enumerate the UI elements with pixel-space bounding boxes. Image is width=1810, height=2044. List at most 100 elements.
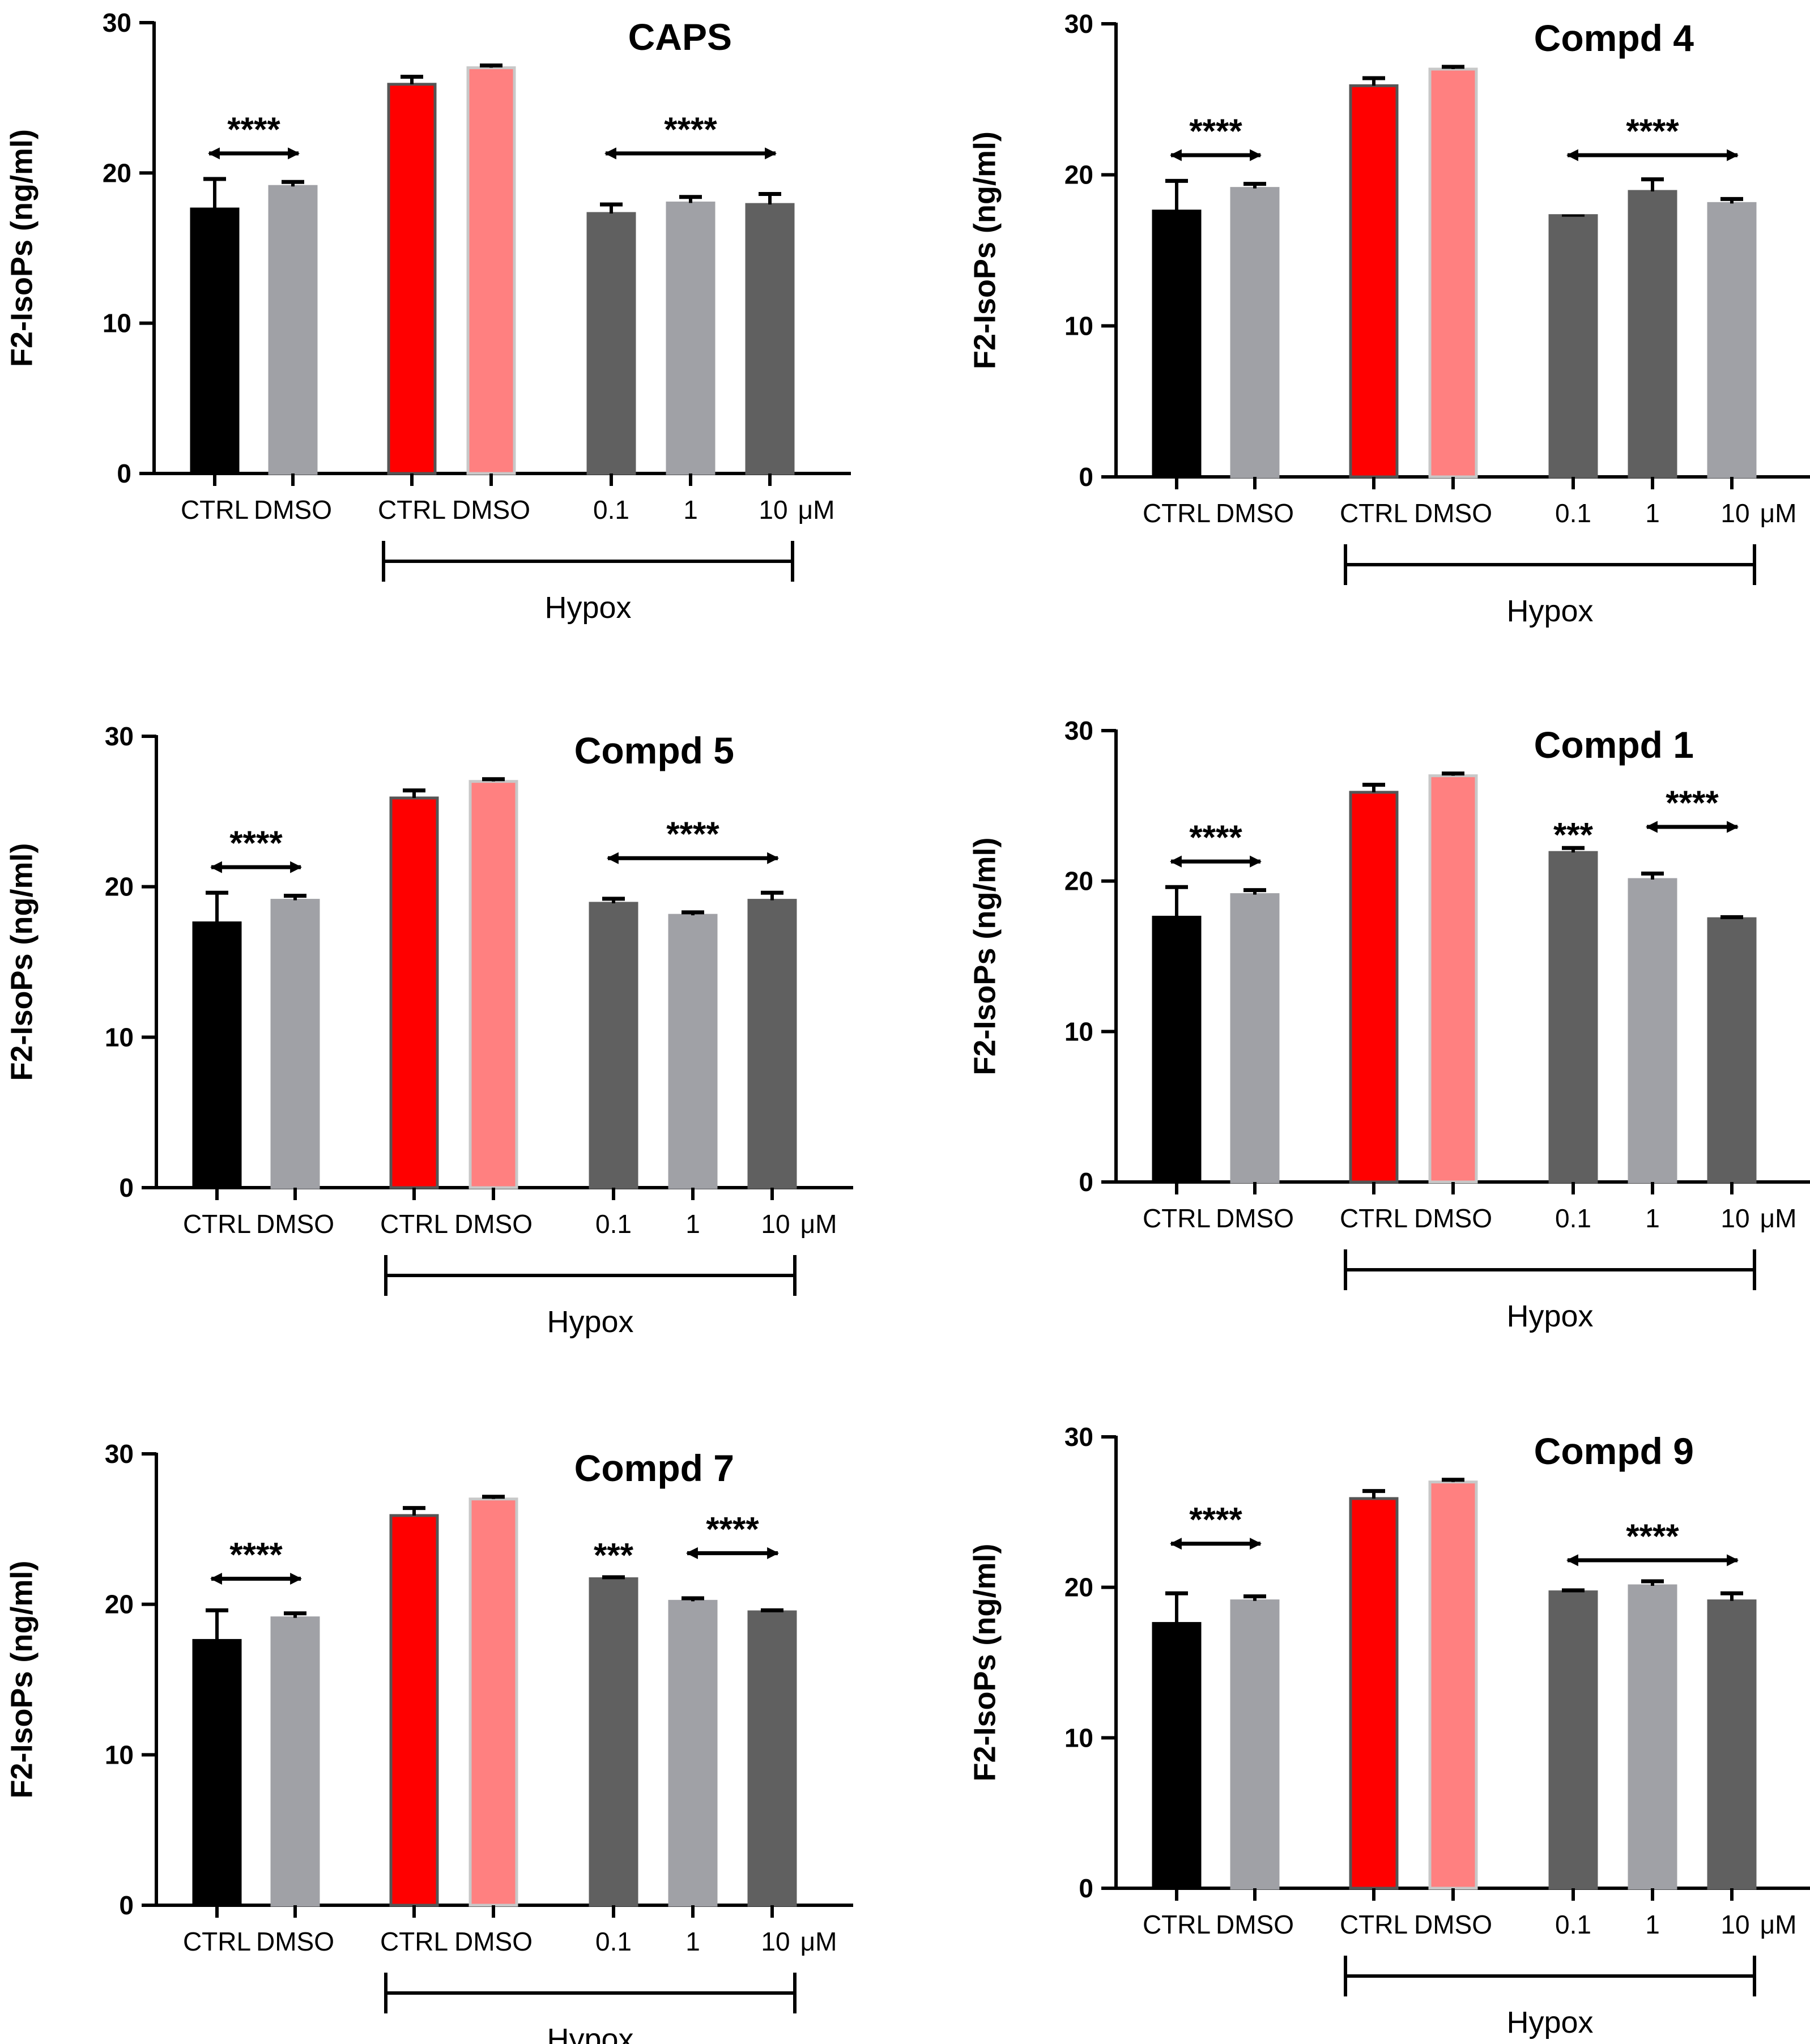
x-tick-label: CTRL [1143,1204,1211,1233]
significance-label: *** [594,1536,634,1574]
bar-6 [668,1599,718,1907]
y-tick-label: 0 [119,1891,134,1920]
x-tick-label: CTRL [183,1927,251,1956]
y-tick-label: 20 [1064,867,1093,896]
bar-1 [192,921,242,1189]
y-axis-label: F2-IsoPs (ng/ml) [968,1543,1002,1781]
x-tick-label: 0.1 [593,495,629,524]
x-tick-label: 0.1 [1555,1204,1591,1233]
hypox-label: Hypox [1506,1299,1593,1333]
x-tick-label: 0.1 [1555,1910,1591,1939]
x-tick-label: 10 [761,1927,790,1956]
bar-7 [745,203,795,475]
bar-2 [1230,187,1280,479]
y-tick-label: 0 [117,459,131,488]
x-tick-label: DMSO [1216,1910,1294,1939]
hypox-label: Hypox [544,591,631,625]
x-tick-label: DMSO [1414,1910,1492,1939]
y-tick-label: 0 [1079,462,1093,492]
x-tick-label: DMSO [256,1209,334,1239]
significance-label: **** [1666,784,1719,822]
bar-6 [1628,190,1677,479]
x-tick-label: DMSO [254,495,332,524]
x-tick-label: CTRL [380,1209,448,1239]
bar-7 [1707,202,1757,479]
bar-5 [1548,851,1598,1184]
bar-7 [1707,1599,1757,1890]
bar-4 [469,780,518,1189]
bar-2 [270,899,320,1189]
significance-label: **** [664,110,717,148]
bar-1 [1152,1621,1202,1890]
chart-title: Compd 7 [574,1447,734,1489]
x-tick-label: DMSO [1216,1204,1294,1233]
chart-title: Compd 5 [574,729,734,771]
y-tick-label: 0 [1079,1874,1093,1903]
x-tick-label: 1 [683,495,698,524]
significance-label: **** [706,1510,759,1548]
x-tick-label: CTRL [1340,1910,1408,1939]
y-axis-label: F2-IsoPs (ng/ml) [968,131,1002,369]
significance-label: *** [1553,816,1594,854]
y-tick-label: 10 [1064,311,1093,340]
bar-2 [268,185,318,475]
y-tick-label: 30 [105,722,134,751]
x-tick-label: CTRL [380,1927,448,1956]
chart-title: Compd 9 [1534,1430,1694,1472]
bar-6 [1628,1584,1677,1890]
significance-label: **** [1626,1517,1679,1555]
significance-label: **** [1189,818,1242,856]
x-tick-label: 1 [685,1927,700,1956]
bar-6 [668,914,718,1189]
x-tick-label: DMSO [454,1927,533,1956]
bar-3 [387,83,437,475]
x-tick-label: DMSO [452,495,530,524]
x-tick-label: CTRL [181,495,249,524]
bar-4 [466,66,516,475]
bar-4 [1428,67,1478,479]
x-tick-label: 1 [1645,498,1660,528]
bar-3 [389,796,439,1189]
bar-1 [1152,210,1202,479]
bar-6 [1628,878,1677,1184]
bar-1 [192,1638,242,1907]
x-tick-label: 10 [1720,1910,1749,1939]
bar-3 [389,1514,439,1907]
y-tick-label: 10 [105,1022,134,1052]
bar-4 [1428,1480,1478,1890]
chart-title: CAPS [628,16,732,58]
unit-label: μM [1760,1204,1797,1233]
x-tick-label: CTRL [378,495,446,524]
significance-label: **** [229,824,283,862]
unit-label: μM [800,1209,837,1239]
unit-label: μM [800,1927,837,1956]
x-tick-label: 10 [759,495,787,524]
x-tick-label: DMSO [454,1209,533,1239]
bar-4 [469,1497,518,1907]
significance-label: **** [1189,1501,1242,1539]
x-tick-label: DMSO [1216,498,1294,528]
significance-label: **** [227,110,280,148]
y-tick-label: 30 [1064,1422,1093,1452]
x-tick-label: CTRL [1340,1204,1408,1233]
y-tick-label: 20 [103,158,131,187]
x-tick-label: CTRL [183,1209,251,1239]
x-tick-label: 10 [1720,1204,1749,1233]
y-tick-label: 30 [1064,9,1093,39]
bar-2 [1230,893,1280,1184]
hypox-label: Hypox [547,1305,633,1339]
significance-label: **** [1626,112,1679,150]
significance-label: **** [1189,112,1242,150]
bar-4 [1428,774,1478,1184]
x-tick-label: 1 [1645,1204,1660,1233]
x-tick-label: 1 [685,1209,700,1239]
x-tick-label: 10 [761,1209,790,1239]
y-tick-label: 20 [105,872,134,902]
unit-label: μM [798,495,835,524]
x-tick-label: 0.1 [1555,498,1591,528]
